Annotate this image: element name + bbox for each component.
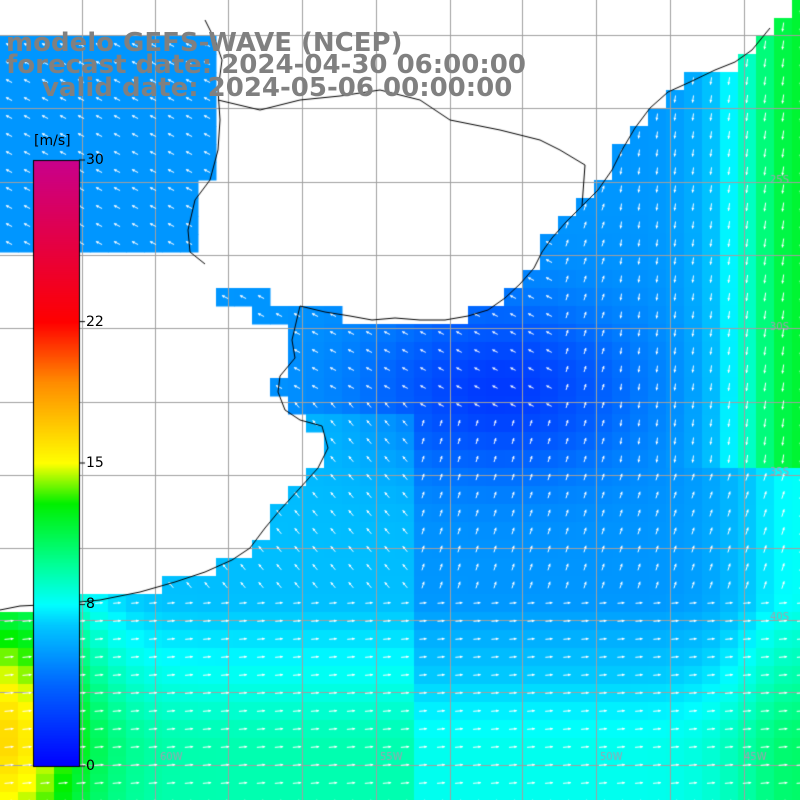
colorbar-tick-22: 22 <box>86 313 104 330</box>
forecast-date: forecast date: 2024-04-30 06:00:00 <box>6 50 526 80</box>
colorbar-unit: [m/s] <box>34 133 71 149</box>
model-title: modelo GEFS-WAVE (NCEP) <box>6 28 403 58</box>
colorbar-tick-8: 8 <box>86 596 95 613</box>
valid-date: valid date: 2024-05-06 00:00:00 <box>42 73 513 103</box>
colorbar-tick-15: 15 <box>86 455 104 471</box>
colorbar-tick-30: 30 <box>86 152 104 168</box>
colorbar-tick-0: 0 <box>86 758 95 774</box>
